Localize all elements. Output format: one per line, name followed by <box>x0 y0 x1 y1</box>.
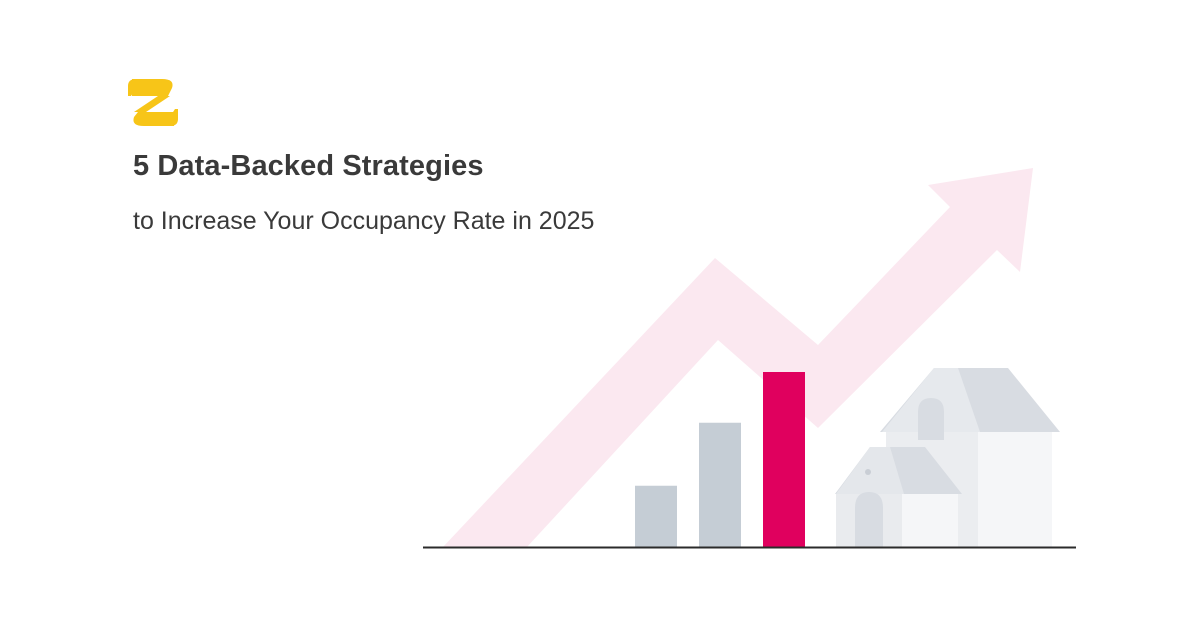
bar-3 <box>763 372 805 547</box>
bar-1 <box>635 485 677 547</box>
z-monogram-logo-icon <box>128 79 178 126</box>
bar-2 <box>699 422 741 547</box>
headline: 5 Data-Backed Strategies <box>133 150 484 182</box>
bar-group <box>635 372 805 547</box>
small-house-icon <box>835 447 962 547</box>
growth-arrow-icon <box>443 168 1033 547</box>
subheadline: to Increase Your Occupancy Rate in 2025 <box>133 207 595 235</box>
